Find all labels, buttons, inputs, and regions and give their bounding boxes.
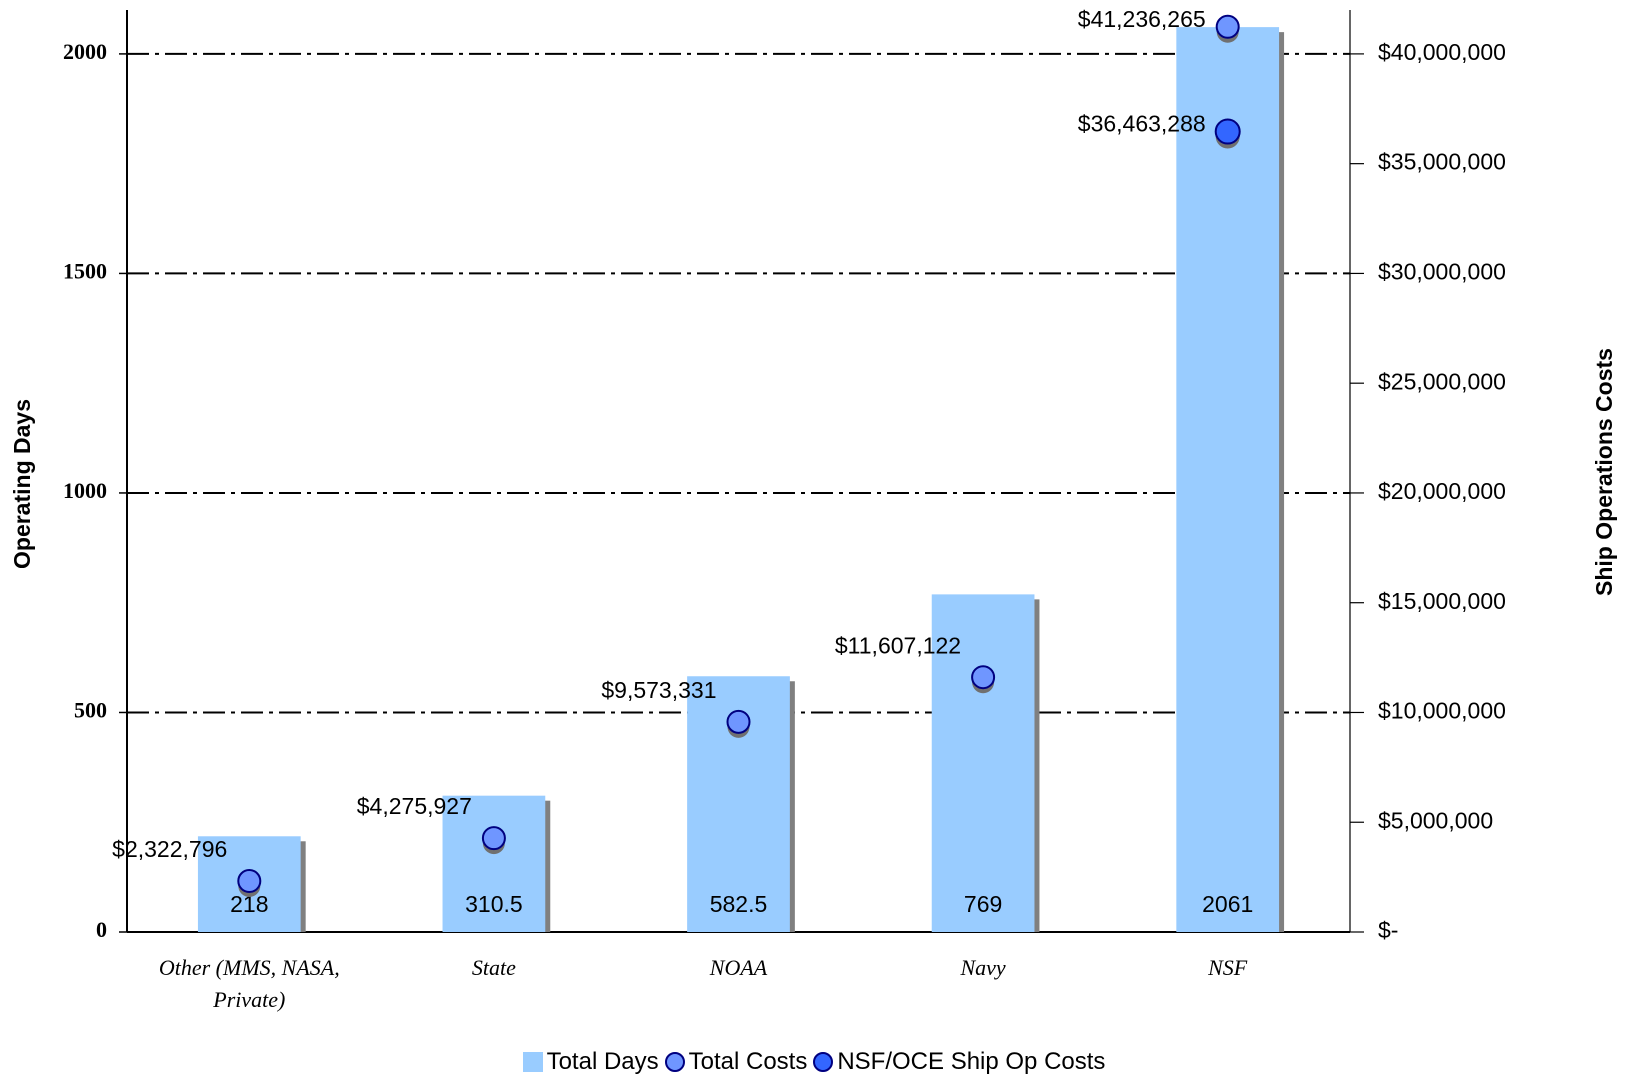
marker — [1214, 118, 1241, 145]
y-tick-label: 1500 — [63, 258, 107, 283]
bar-value-label: 582.5 — [710, 891, 768, 917]
data-label: $9,573,331 — [601, 677, 716, 703]
x-tick-label: State — [471, 955, 516, 980]
x-tick-label: NOAA — [709, 955, 768, 980]
y2-tick-label: $35,000,000 — [1378, 149, 1506, 175]
data-label: $2,322,796 — [112, 836, 227, 862]
y2-axis-title: Ship Operations Costs — [1591, 348, 1617, 596]
marker — [481, 826, 506, 851]
legend-item: NSF/OCE Ship Op Costs — [813, 1048, 1105, 1076]
bar-value-label: 2061 — [1202, 891, 1253, 917]
marker — [726, 709, 751, 734]
marker — [237, 869, 262, 894]
y2-tick-label: $20,000,000 — [1378, 478, 1506, 504]
legend-swatch — [664, 1052, 685, 1072]
legend: Total Days Total Costs NSF/OCE Ship Op Cos… — [0, 1048, 1628, 1076]
y-tick-label: 1000 — [63, 478, 107, 503]
y2-tick-label: $- — [1378, 917, 1398, 943]
y-tick-label: 500 — [74, 698, 107, 723]
y2-tick-label: $40,000,000 — [1378, 39, 1506, 65]
data-label: $36,463,288 — [1078, 111, 1206, 137]
x-tick-label: Navy — [960, 955, 1006, 980]
y2-tick-label: $10,000,000 — [1378, 698, 1506, 724]
y2-tick-label: $30,000,000 — [1378, 259, 1506, 285]
bar-value-label: 769 — [964, 891, 1002, 917]
y2-tick-label: $15,000,000 — [1378, 588, 1506, 614]
legend-label: Total Days — [546, 1048, 659, 1075]
legend-item: Total Costs — [664, 1048, 808, 1076]
legend-label: NSF/OCE Ship Op Costs — [837, 1048, 1106, 1075]
x-tick-label: Other (MMS, NASA, Private) — [158, 955, 340, 1012]
x-tick-label: NSF — [1208, 955, 1248, 980]
data-label: $11,607,122 — [835, 632, 961, 658]
bar — [1176, 27, 1280, 932]
bar — [931, 594, 1035, 932]
y-tick-label: 2000 — [63, 39, 107, 64]
legend-swatch — [813, 1052, 834, 1072]
legend-swatch — [522, 1052, 543, 1072]
y-axis-title: Operating Days — [9, 399, 35, 569]
y2-tick-label: $5,000,000 — [1378, 807, 1493, 833]
y-tick-label: 0 — [96, 917, 107, 942]
legend-label: Total Costs — [688, 1048, 808, 1075]
marker — [1215, 14, 1240, 39]
bar-value-label: 310.5 — [465, 891, 523, 917]
data-label: $4,275,927 — [357, 793, 472, 819]
y2-tick-label: $25,000,000 — [1378, 368, 1506, 394]
marker — [971, 665, 996, 690]
bar — [442, 795, 546, 932]
legend-item: Total Days — [522, 1048, 659, 1076]
data-label: $41,236,265 — [1078, 6, 1206, 32]
